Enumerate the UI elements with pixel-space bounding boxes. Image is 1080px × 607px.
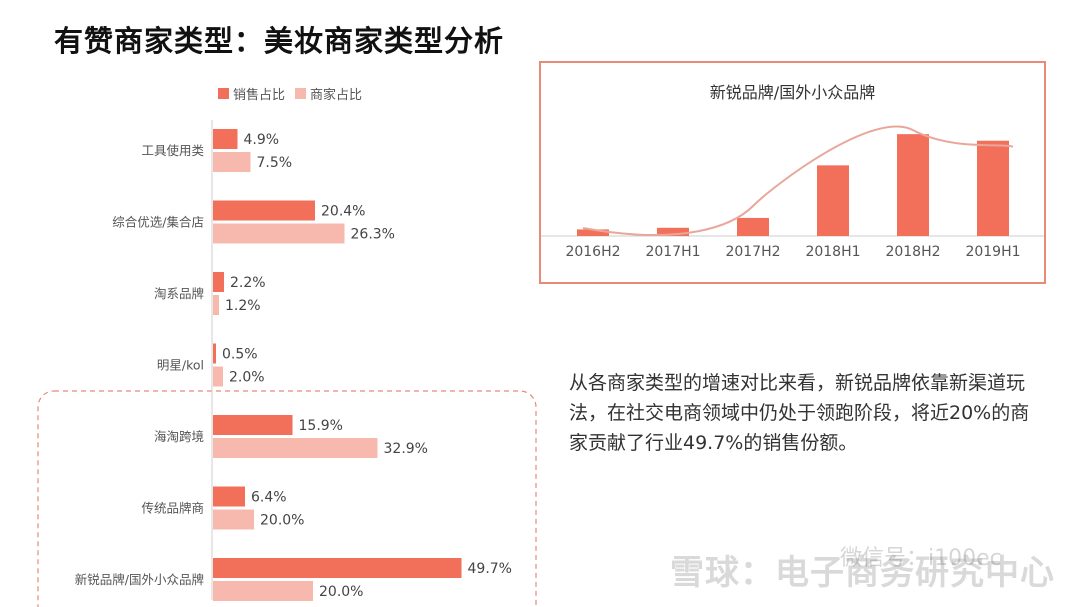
category-label: 新锐品牌/国外小众品牌 [75,572,204,587]
bar-sales [213,272,224,292]
page-title: 有赞商家类型：美妆商家类型分析 [54,24,505,58]
trend-line [582,125,1014,237]
bar-merchants [213,366,223,387]
data-label-merchants: 7.5% [257,155,293,171]
category-label: 明星/kol [157,358,204,373]
bar-merchants [213,438,378,458]
data-label-sales: 49.7% [468,561,512,577]
x-tick-label: 2016H2 [565,244,620,260]
category-label: 海淘跨境 [154,429,204,444]
trend-bar [737,217,769,236]
bar-sales [213,486,245,507]
data-label-sales: 15.9% [299,418,343,434]
trend-bar [657,227,689,236]
category-label: 工具使用类 [141,143,204,158]
data-label-merchants: 2.0% [229,370,265,386]
bar-sales [213,200,315,221]
x-tick-label: 2018H1 [805,244,860,260]
bar-merchants [213,509,254,530]
legend-item-merchants: 商家占比 [295,84,362,103]
trend-chart-title: 新锐品牌/国外小众品牌 [709,83,876,102]
trend-chart-panel: 新锐品牌/国外小众品牌 2016H2 2017H1 2017H2 2018H1 2018… [539,61,1046,284]
chart-legend: 销售占比 商家占比 [218,84,362,103]
x-tick-label: 2017H2 [725,244,780,260]
legend-label-merchants: 商家占比 [310,88,363,103]
category-label: 淘系品牌 [154,286,204,301]
bar-sales [213,129,238,149]
x-tick-label: 2018H2 [885,244,940,260]
merchant-type-bar-chart: 工具使用类 4.9% 7.5% 综合优选/集合店 20.4% 26.3% 淘系品牌 2.2% 1… [37,120,537,607]
data-label-sales: 20.4% [321,204,365,220]
trend-bar [977,140,1009,236]
bar-merchants [213,223,345,244]
trend-bar-chart: 2016H2 2017H1 2017H2 2018H1 2018H2 2019H1 [541,125,1044,260]
data-label-sales: 0.5% [222,347,258,363]
highlight-box [37,390,537,607]
watermark-xueqiu: 雪球：电子商务研究中心 [670,553,1055,593]
bar-merchants [213,295,219,315]
trend-bar [897,134,929,236]
data-label-sales: 2.2% [230,275,266,291]
category-label: 传统品牌商 [141,501,204,516]
watermark-wechat: 微信号：i100ec [840,546,1002,571]
legend-item-sales: 销售占比 [218,84,285,103]
data-label-merchants: 20.0% [319,584,363,600]
data-label-merchants: 26.3% [351,227,395,243]
legend-label-sales: 销售占比 [233,88,286,103]
trend-bar [577,229,609,236]
bar-sales [213,343,216,364]
trend-bar [817,165,849,236]
analysis-note: 从各商家类型的增速对比来看，新锐品牌依靠新渠道玩法，在社交电商领域中仍处于领跑阶… [569,372,1030,454]
bar-sales [213,415,293,435]
bar-merchants [213,581,313,601]
category-label: 综合优选/集合店 [112,215,204,230]
legend-swatch-sales [218,88,229,99]
data-label-merchants: 1.2% [225,298,261,314]
x-tick-label: 2019H1 [965,244,1020,260]
bar-merchants [213,152,251,172]
data-label-sales: 6.4% [251,490,287,506]
legend-swatch-merchants [295,88,307,99]
data-label-merchants: 20.0% [260,513,304,529]
data-label-merchants: 32.9% [384,441,428,457]
bar-sales [213,558,462,578]
data-label-sales: 4.9% [244,132,280,148]
x-tick-label: 2017H1 [645,244,700,260]
